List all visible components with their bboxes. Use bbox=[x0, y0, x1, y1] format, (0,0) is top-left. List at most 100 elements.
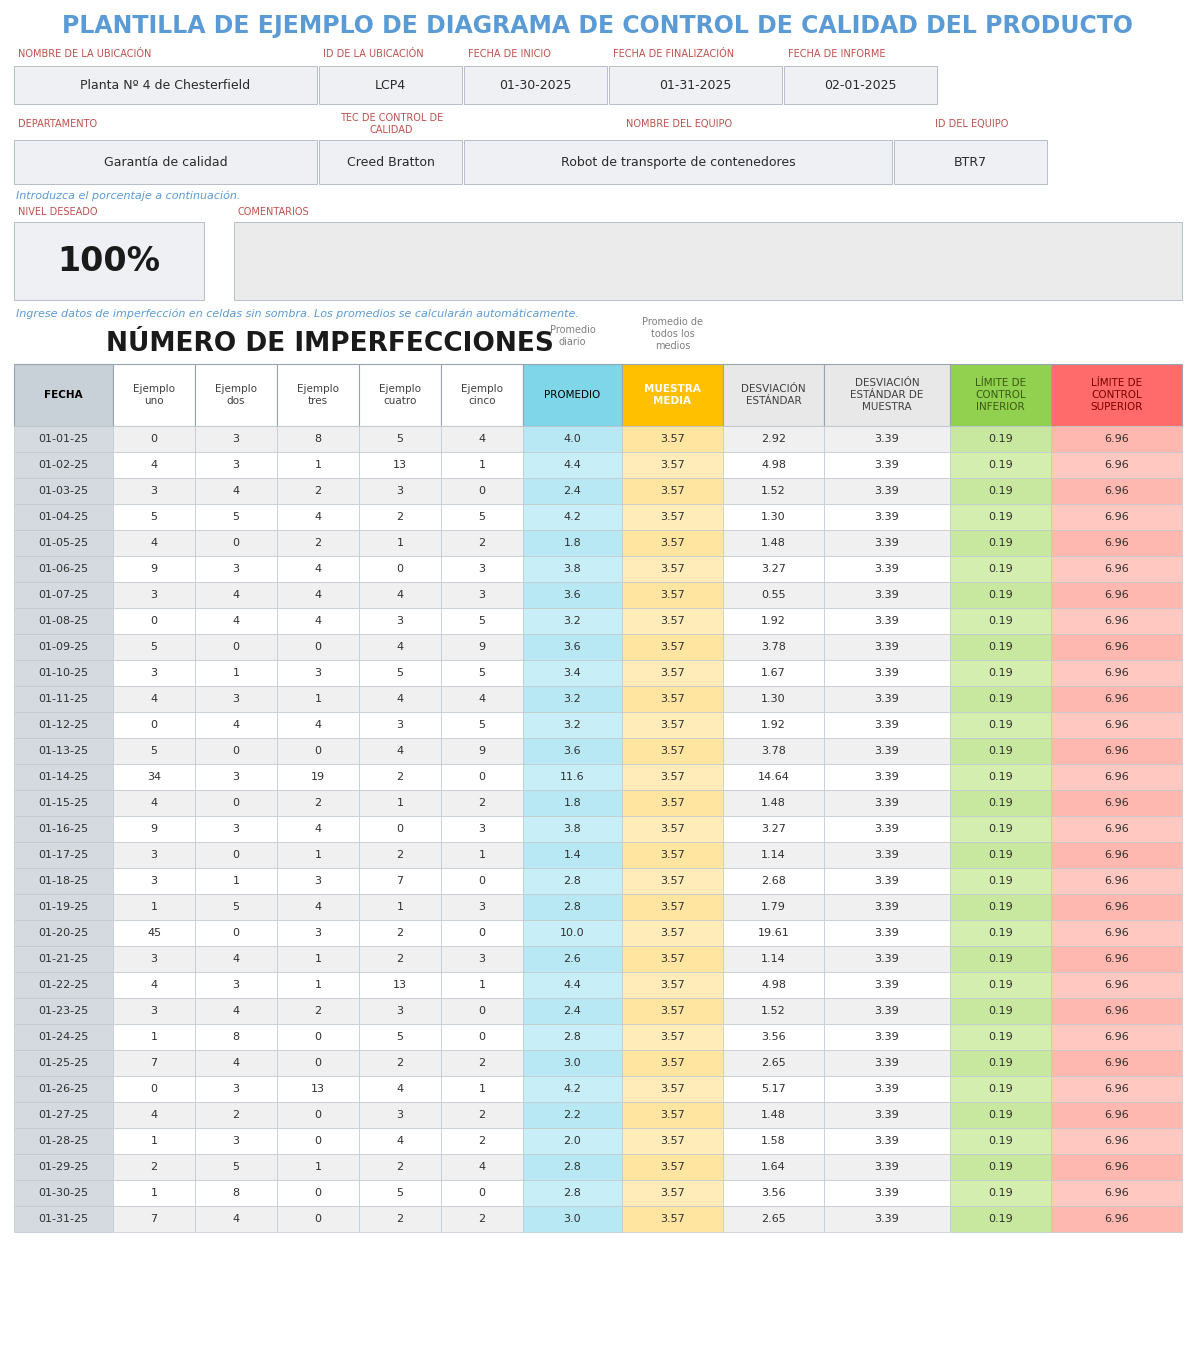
Text: 3: 3 bbox=[478, 591, 486, 600]
Text: 1.14: 1.14 bbox=[761, 954, 786, 964]
Text: FECHA DE INICIO: FECHA DE INICIO bbox=[468, 49, 551, 59]
Text: 0: 0 bbox=[315, 1111, 322, 1120]
Text: 0: 0 bbox=[478, 1032, 486, 1043]
Text: NÚMERO DE IMPERFECCIONES: NÚMERO DE IMPERFECCIONES bbox=[106, 331, 554, 357]
Text: 1: 1 bbox=[151, 902, 158, 912]
Bar bbox=[441, 634, 523, 660]
Text: 3.39: 3.39 bbox=[874, 617, 899, 626]
Bar bbox=[14, 738, 112, 764]
Text: 01-01-25: 01-01-25 bbox=[38, 434, 89, 444]
Text: 45: 45 bbox=[147, 928, 161, 938]
Bar bbox=[359, 1102, 441, 1128]
Bar bbox=[824, 1023, 950, 1049]
Bar bbox=[195, 504, 277, 529]
Bar bbox=[1051, 686, 1182, 712]
Bar bbox=[359, 842, 441, 868]
Bar bbox=[824, 452, 950, 478]
Text: 1: 1 bbox=[397, 902, 403, 912]
Bar bbox=[824, 920, 950, 946]
Text: 3.39: 3.39 bbox=[874, 642, 899, 652]
Bar bbox=[950, 842, 1051, 868]
Bar bbox=[277, 817, 359, 842]
Text: 3.6: 3.6 bbox=[563, 746, 581, 755]
Text: 3.57: 3.57 bbox=[660, 720, 685, 729]
Text: 4: 4 bbox=[396, 1136, 403, 1146]
Text: 2.4: 2.4 bbox=[563, 486, 581, 495]
Bar bbox=[112, 1077, 195, 1102]
Bar bbox=[277, 660, 359, 686]
Bar bbox=[112, 557, 195, 583]
Text: 4.4: 4.4 bbox=[563, 460, 581, 470]
Bar bbox=[724, 894, 824, 920]
Bar bbox=[277, 426, 359, 452]
Text: 0.19: 0.19 bbox=[988, 798, 1013, 808]
Text: NIVEL DESEADO: NIVEL DESEADO bbox=[18, 207, 98, 216]
Text: 2: 2 bbox=[478, 1214, 486, 1224]
Text: 01-15-25: 01-15-25 bbox=[38, 798, 89, 808]
Bar bbox=[622, 1077, 724, 1102]
Text: 3.39: 3.39 bbox=[874, 1057, 899, 1068]
Bar bbox=[112, 789, 195, 817]
Text: 4: 4 bbox=[232, 1006, 239, 1017]
Text: 0.19: 0.19 bbox=[988, 1188, 1013, 1198]
Text: 6.96: 6.96 bbox=[1104, 1057, 1129, 1068]
Text: 3.39: 3.39 bbox=[874, 851, 899, 860]
Text: 100%: 100% bbox=[57, 245, 160, 278]
Text: 01-08-25: 01-08-25 bbox=[38, 617, 89, 626]
Text: 1: 1 bbox=[478, 980, 486, 989]
Text: 3: 3 bbox=[232, 460, 239, 470]
Bar bbox=[277, 1102, 359, 1128]
Bar bbox=[523, 817, 622, 842]
Bar bbox=[523, 426, 622, 452]
Bar bbox=[112, 426, 195, 452]
Text: 6.96: 6.96 bbox=[1104, 1032, 1129, 1043]
Bar bbox=[277, 946, 359, 972]
Text: 14.64: 14.64 bbox=[757, 772, 789, 783]
Bar bbox=[359, 529, 441, 557]
Bar bbox=[195, 868, 277, 894]
Text: 8: 8 bbox=[232, 1188, 239, 1198]
Bar bbox=[724, 583, 824, 608]
Text: 11.6: 11.6 bbox=[560, 772, 585, 783]
Bar bbox=[195, 894, 277, 920]
Bar bbox=[14, 1023, 112, 1049]
Bar bbox=[277, 842, 359, 868]
Bar bbox=[622, 894, 724, 920]
Bar bbox=[1051, 660, 1182, 686]
Text: 0.19: 0.19 bbox=[988, 823, 1013, 834]
Bar bbox=[14, 583, 112, 608]
Bar bbox=[359, 660, 441, 686]
Text: 5.17: 5.17 bbox=[761, 1083, 786, 1094]
Text: 34: 34 bbox=[147, 772, 161, 783]
Text: 2: 2 bbox=[396, 851, 403, 860]
Text: 3.57: 3.57 bbox=[660, 1083, 685, 1094]
Text: 3.57: 3.57 bbox=[660, 1188, 685, 1198]
Text: 3.0: 3.0 bbox=[563, 1057, 581, 1068]
Bar bbox=[1051, 478, 1182, 504]
Text: 0: 0 bbox=[315, 746, 322, 755]
Text: 1.48: 1.48 bbox=[761, 798, 786, 808]
Text: 6.96: 6.96 bbox=[1104, 460, 1129, 470]
Text: 3: 3 bbox=[478, 954, 486, 964]
Bar bbox=[14, 140, 317, 184]
Text: 4: 4 bbox=[151, 538, 158, 548]
Bar bbox=[277, 504, 359, 529]
Bar bbox=[234, 222, 1182, 299]
Bar bbox=[724, 1049, 824, 1077]
Text: 6.96: 6.96 bbox=[1104, 1162, 1129, 1172]
Text: 01-02-25: 01-02-25 bbox=[38, 460, 89, 470]
Text: 6.96: 6.96 bbox=[1104, 980, 1129, 989]
Bar bbox=[441, 478, 523, 504]
Bar bbox=[112, 738, 195, 764]
Bar bbox=[14, 1049, 112, 1077]
Bar bbox=[112, 868, 195, 894]
Text: 01-12-25: 01-12-25 bbox=[38, 720, 89, 729]
Text: 6.96: 6.96 bbox=[1104, 591, 1129, 600]
Bar bbox=[622, 1206, 724, 1232]
Text: 9: 9 bbox=[478, 746, 486, 755]
Bar bbox=[441, 1206, 523, 1232]
Text: 4.98: 4.98 bbox=[761, 460, 786, 470]
Text: 0.19: 0.19 bbox=[988, 1032, 1013, 1043]
Text: 2: 2 bbox=[478, 798, 486, 808]
Bar bbox=[824, 426, 950, 452]
